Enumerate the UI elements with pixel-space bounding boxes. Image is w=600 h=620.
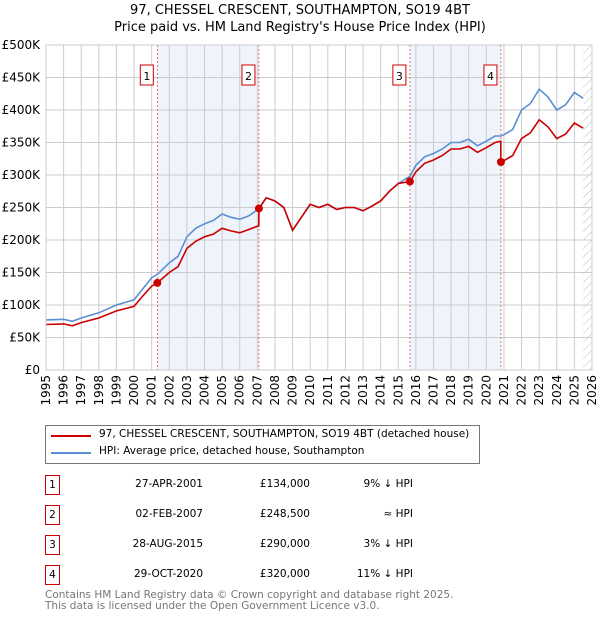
x-tick-label: 2003 bbox=[180, 375, 194, 406]
x-tick-label: 2021 bbox=[497, 375, 511, 406]
y-tick-label: £200K bbox=[2, 233, 42, 247]
x-tick-label: 2001 bbox=[145, 375, 159, 406]
sale-point bbox=[254, 204, 263, 213]
sale-date: 29-OCT-2020 bbox=[134, 568, 203, 580]
y-tick-label: £150K bbox=[2, 266, 42, 280]
sale-number: 1 bbox=[45, 475, 60, 495]
sale-row: 2 02-FEB-2007 £248,500 ≈ HPI bbox=[45, 505, 465, 525]
x-tick-label: 2016 bbox=[409, 375, 423, 406]
plot-border bbox=[45, 44, 593, 371]
legend-hpi: HPI: Average price, detached house, Sout… bbox=[99, 445, 365, 457]
x-tick-label: 2004 bbox=[198, 375, 212, 406]
x-tick-label: 2012 bbox=[338, 375, 352, 406]
sale-row: 1 27-APR-2001 £134,000 9% ↓ HPI bbox=[45, 475, 465, 495]
sale-price: £134,000 bbox=[259, 478, 310, 490]
x-tick-label: 1998 bbox=[92, 375, 106, 406]
legend: 97, CHESSEL CRESCENT, SOUTHAMPTON, SO19 … bbox=[45, 425, 480, 464]
sale-row: 4 29-OCT-2020 £320,000 11% ↓ HPI bbox=[45, 565, 465, 585]
legend-property: 97, CHESSEL CRESCENT, SOUTHAMPTON, SO19 … bbox=[99, 428, 470, 440]
sale-number-box bbox=[483, 64, 498, 86]
y-tick-label: £50K bbox=[9, 331, 41, 345]
x-tick-label: 2010 bbox=[303, 375, 317, 406]
chart-title: 97, CHESSEL CRESCENT, SOUTHAMPTON, SO19 … bbox=[130, 3, 470, 18]
legend-blue-line bbox=[51, 452, 91, 454]
sale-price: £290,000 bbox=[259, 538, 310, 550]
x-tick-label: 2023 bbox=[532, 375, 546, 406]
footer-line-1: Contains HM Land Registry data © Crown c… bbox=[45, 589, 454, 601]
x-tick-label: 2014 bbox=[374, 375, 388, 406]
x-tick-label: 2017 bbox=[426, 375, 440, 406]
sale-number: 3 bbox=[45, 535, 60, 555]
sale-date: 02-FEB-2007 bbox=[135, 508, 203, 520]
sale-number-label: 3 bbox=[396, 70, 403, 83]
x-tick-label: 2025 bbox=[567, 375, 581, 406]
x-tick-label: 2002 bbox=[162, 375, 176, 406]
y-tick-label: £100K bbox=[2, 298, 42, 312]
y-tick-label: £400K bbox=[2, 103, 42, 117]
sale-number-box bbox=[241, 64, 256, 86]
y-tick-label: £300K bbox=[2, 168, 42, 182]
x-tick-label: 2009 bbox=[286, 375, 300, 406]
x-tick-label: 2020 bbox=[479, 375, 493, 406]
sale-row: 3 28-AUG-2015 £290,000 3% ↓ HPI bbox=[45, 535, 465, 555]
sale-hpi-diff: 9% ↓ HPI bbox=[363, 478, 413, 490]
x-tick-label: 2022 bbox=[515, 375, 529, 406]
y-tick-label: £450K bbox=[2, 71, 42, 85]
sale-number: 4 bbox=[45, 565, 60, 585]
sale-point bbox=[496, 158, 505, 166]
sale-hpi-diff: 11% ↓ HPI bbox=[356, 568, 413, 580]
sale-point bbox=[153, 278, 162, 287]
x-tick-label: 1999 bbox=[109, 375, 123, 406]
x-tick-label: 2026 bbox=[585, 375, 599, 406]
x-tick-label: 2006 bbox=[233, 375, 247, 406]
sale-date: 27-APR-2001 bbox=[135, 478, 203, 490]
legend-red-line bbox=[51, 435, 91, 437]
y-tick-label: £250K bbox=[2, 201, 42, 215]
sale-number-box bbox=[139, 64, 154, 86]
chart-subtitle: Price paid vs. HM Land Registry's House … bbox=[114, 20, 486, 35]
footer: Contains HM Land Registry data © Crown c… bbox=[45, 590, 453, 612]
y-tick-label: £350K bbox=[2, 136, 42, 150]
sale-date: 28-AUG-2015 bbox=[132, 538, 203, 550]
sale-point bbox=[405, 177, 414, 186]
footer-line-2: This data is licensed under the Open Gov… bbox=[45, 600, 380, 612]
x-tick-label: 1995 bbox=[39, 375, 53, 406]
x-tick-label: 2015 bbox=[391, 375, 405, 406]
sale-number-box bbox=[392, 64, 407, 86]
x-tick-label: 2005 bbox=[215, 375, 229, 406]
sale-price: £320,000 bbox=[259, 568, 310, 580]
x-tick-label: 2011 bbox=[321, 375, 335, 406]
sale-number: 2 bbox=[45, 505, 60, 525]
y-tick-label: £0 bbox=[25, 363, 40, 377]
sale-price: £248,500 bbox=[259, 508, 310, 520]
sale-hpi-diff: 3% ↓ HPI bbox=[363, 538, 413, 550]
price-chart: £0 £50K £100K £150K £200K £250K £300K £350K £400… bbox=[2, 38, 599, 406]
y-tick-label: £500K bbox=[2, 38, 42, 52]
sale-hpi-diff: ≈ HPI bbox=[383, 508, 413, 520]
x-tick-label: 2000 bbox=[127, 375, 141, 406]
x-tick-label: 1997 bbox=[74, 375, 88, 406]
x-tick-label: 1996 bbox=[57, 375, 71, 406]
x-tick-label: 2024 bbox=[550, 375, 564, 406]
sale-number-label: 4 bbox=[487, 70, 494, 83]
x-tick-label: 2013 bbox=[356, 375, 370, 406]
sale-number-label: 2 bbox=[245, 70, 252, 83]
x-tick-label: 2007 bbox=[250, 375, 264, 406]
x-tick-label: 2019 bbox=[462, 375, 476, 406]
x-tick-label: 2008 bbox=[268, 375, 282, 406]
sale-number-label: 1 bbox=[143, 70, 150, 83]
x-tick-label: 2018 bbox=[444, 375, 458, 406]
